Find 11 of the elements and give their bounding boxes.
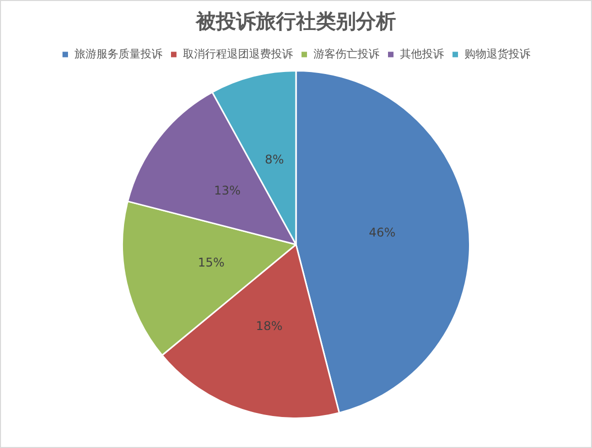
legend-label: 其他投诉 [400, 47, 444, 60]
legend-label: 取消行程退团退费投诉 [182, 47, 293, 60]
data-label: 46% [368, 226, 396, 240]
data-label: 8% [264, 152, 284, 166]
legend-label: 游客伤亡投诉 [313, 47, 380, 60]
data-label: 13% [214, 183, 241, 198]
chart-title: 被投诉旅行社类别分析 [195, 9, 396, 34]
data-label: 18% [256, 319, 282, 334]
data-label: 15% [198, 256, 225, 270]
legend-label: 旅游服务质量投诉 [74, 47, 162, 60]
legend-label: 购物退货投诉 [464, 47, 530, 60]
